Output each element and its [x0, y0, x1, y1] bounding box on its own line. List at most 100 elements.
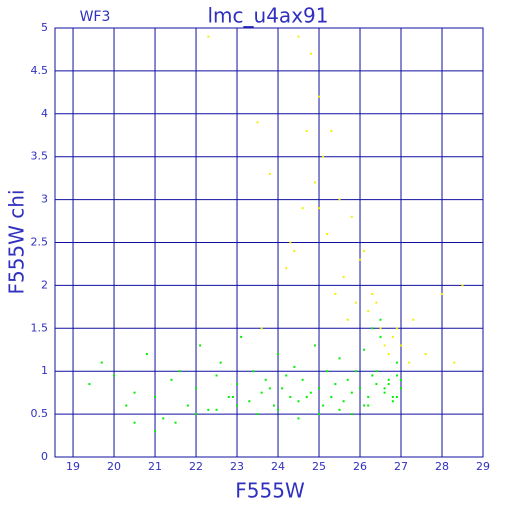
point [367, 404, 370, 407]
point [309, 391, 312, 394]
y-tick-label: 4.5 [31, 64, 49, 77]
point [268, 387, 271, 390]
point [318, 207, 321, 210]
point [338, 198, 341, 201]
point [363, 348, 366, 351]
point [272, 404, 275, 407]
point [375, 383, 378, 386]
point [195, 413, 198, 416]
point [260, 327, 263, 330]
point [326, 370, 329, 373]
point [170, 378, 173, 381]
y-tick-label: 5 [41, 21, 48, 34]
point [289, 395, 292, 398]
point [400, 378, 403, 381]
point [379, 318, 382, 321]
point [334, 383, 337, 386]
point [441, 292, 444, 295]
point [305, 129, 308, 132]
point [252, 370, 255, 373]
point [371, 292, 374, 295]
point [383, 391, 386, 394]
point [154, 430, 157, 433]
point [346, 378, 349, 381]
x-tick-label: 29 [476, 460, 490, 473]
point [305, 395, 308, 398]
point [387, 383, 390, 386]
point [268, 172, 271, 175]
y-tick-label: 1.5 [31, 321, 49, 334]
point [297, 417, 300, 420]
point [281, 387, 284, 390]
point [236, 404, 239, 407]
x-tick-label: 25 [312, 460, 326, 473]
point [100, 361, 103, 364]
point [387, 353, 390, 356]
point [350, 413, 353, 416]
point [113, 374, 116, 377]
point [231, 395, 234, 398]
x-tick-label: 28 [435, 460, 449, 473]
point [391, 335, 394, 338]
point [199, 344, 202, 347]
point [400, 344, 403, 347]
point [379, 327, 382, 330]
point [359, 387, 362, 390]
x-tick-label: 26 [353, 460, 367, 473]
point [350, 391, 353, 394]
point [293, 365, 296, 368]
point [354, 370, 357, 373]
point [379, 335, 382, 338]
point [359, 258, 362, 261]
point [322, 155, 325, 158]
annotation: WF3 [80, 9, 111, 25]
point [326, 232, 329, 235]
y-tick-label: 1 [41, 364, 48, 377]
point [318, 413, 321, 416]
point [313, 181, 316, 184]
point [277, 408, 280, 411]
point [174, 421, 177, 424]
point [338, 357, 341, 360]
y-tick-label: 3.5 [31, 150, 49, 163]
point [219, 361, 222, 364]
point [260, 391, 263, 394]
point [256, 121, 259, 124]
point [391, 395, 394, 398]
y-tick-label: 0 [41, 450, 48, 463]
point [346, 318, 349, 321]
point [145, 353, 148, 356]
y-tick-label: 4 [41, 107, 48, 120]
y-axis-label: F555W chi [5, 189, 29, 294]
point [424, 353, 427, 356]
point [215, 374, 218, 377]
plot-frame [54, 27, 484, 458]
point [301, 378, 304, 381]
point [322, 404, 325, 407]
point [297, 35, 300, 38]
point [371, 374, 374, 377]
point [313, 344, 316, 347]
point [387, 378, 390, 381]
point [395, 327, 398, 330]
x-tick-label: 19 [66, 460, 80, 473]
point [383, 387, 386, 390]
x-tick-label: 20 [107, 460, 121, 473]
point [154, 395, 157, 398]
point [350, 215, 353, 218]
point [297, 400, 300, 403]
point [289, 241, 292, 244]
point [395, 361, 398, 364]
point [375, 370, 378, 373]
point [285, 374, 288, 377]
point [408, 361, 411, 364]
point [178, 370, 181, 373]
point [342, 275, 345, 278]
point [215, 408, 218, 411]
point [125, 404, 128, 407]
y-tick-label: 2 [41, 278, 48, 291]
y-tick-label: 0.5 [31, 407, 49, 420]
point [133, 421, 136, 424]
y-tick-label: 2.5 [31, 236, 49, 249]
